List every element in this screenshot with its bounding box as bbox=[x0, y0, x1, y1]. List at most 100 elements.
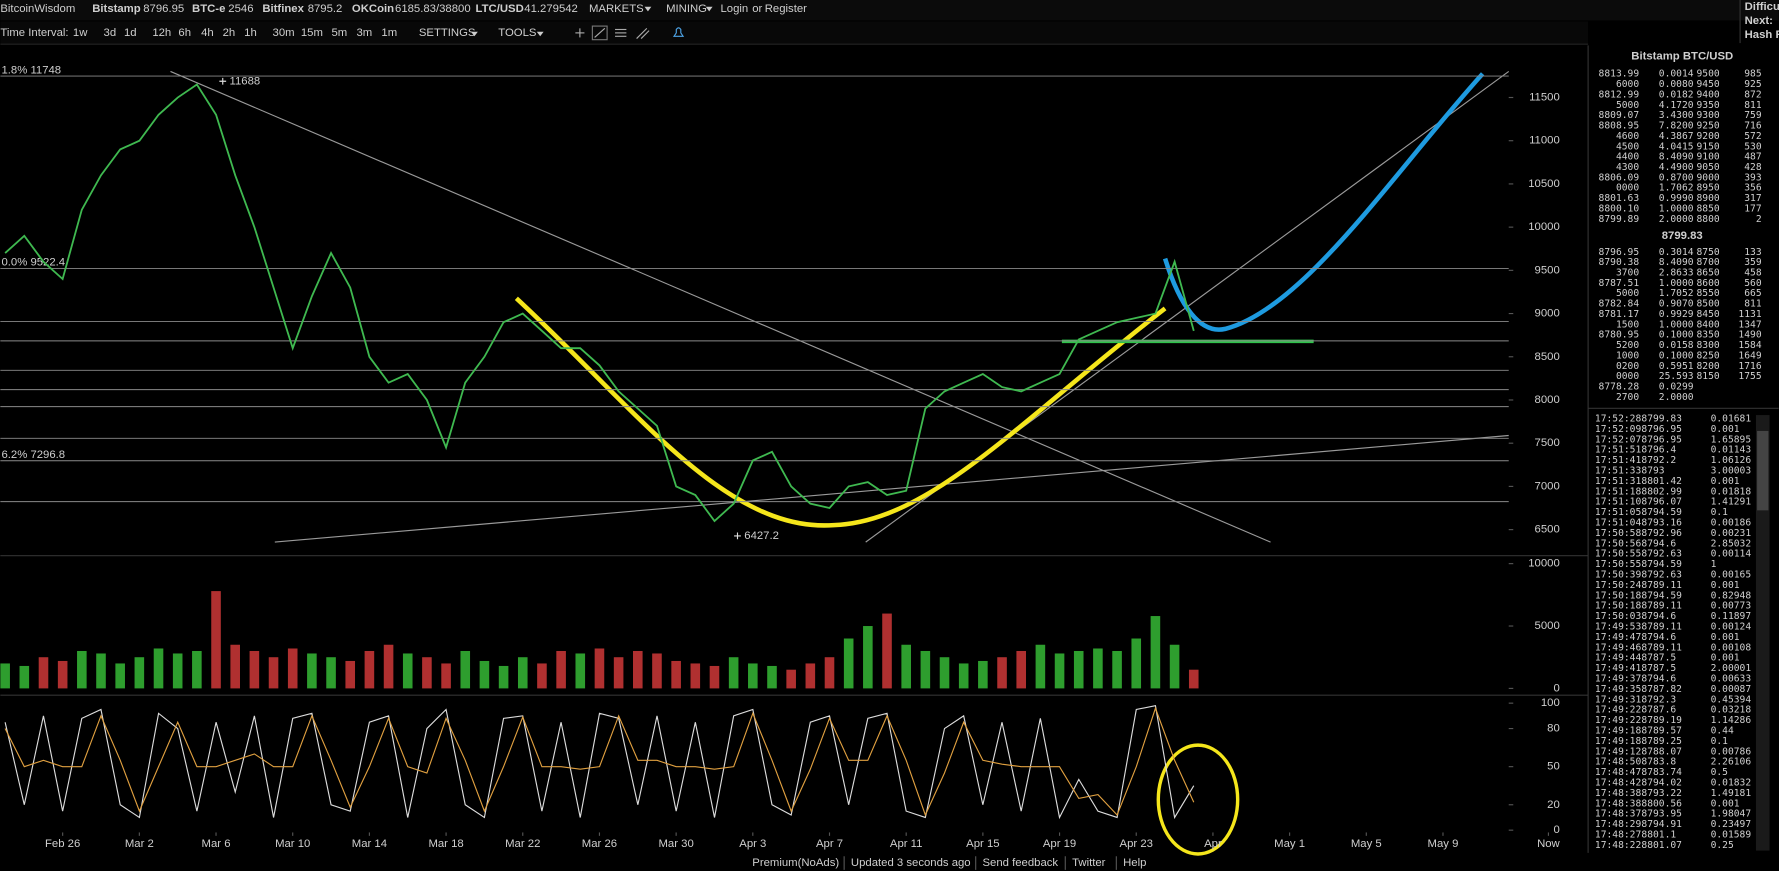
orderbook-cell: 1.7062 bbox=[1659, 183, 1694, 194]
footer-link[interactable]: Premium(NoAds) bbox=[752, 857, 839, 869]
orderbook-cell: 4.1720 bbox=[1659, 100, 1694, 111]
exchange-price: 6185.83/38800 bbox=[395, 3, 471, 15]
interval[interactable]: 3d bbox=[104, 27, 117, 39]
volume-bar bbox=[402, 653, 413, 689]
orderbook-cell: 8801.63 bbox=[1599, 193, 1640, 204]
settings-menu[interactable]: SETTINGS bbox=[419, 27, 476, 39]
exchange-name[interactable]: Bitfinex bbox=[262, 3, 304, 15]
scrollbar-thumb[interactable] bbox=[1757, 430, 1769, 511]
trade-price: 8793.95 bbox=[1641, 809, 1682, 820]
x-tick-label: Apr 15 bbox=[966, 838, 999, 850]
register-link[interactable]: Register bbox=[765, 3, 807, 15]
trade-time: 17:51:31 bbox=[1595, 476, 1642, 487]
orderbook-cell: 2700 bbox=[1616, 392, 1639, 403]
menu[interactable]: MARKETS bbox=[589, 3, 644, 15]
footer-link[interactable]: Send feedback bbox=[982, 857, 1058, 869]
volume-bar bbox=[1035, 644, 1046, 689]
orderbook-cell: 2.8633 bbox=[1659, 268, 1694, 279]
orderbook-cell: 0.9929 bbox=[1659, 309, 1694, 320]
tool-icons[interactable] bbox=[575, 25, 685, 41]
trade-price: 8794.59 bbox=[1641, 590, 1682, 601]
trade-price: 8789.11 bbox=[1641, 621, 1682, 632]
orderbook-cell: 0.0014 bbox=[1659, 69, 1694, 80]
orderbook-cell: 8400 bbox=[1696, 319, 1719, 330]
orderbook-cell: 9250 bbox=[1696, 121, 1719, 132]
interval[interactable]: 30m bbox=[273, 27, 295, 39]
footer-link[interactable]: Twitter bbox=[1072, 857, 1106, 869]
trade-price: 8794.59 bbox=[1641, 507, 1682, 518]
orderbook-cell: 8796.95 bbox=[1599, 247, 1640, 258]
trade-amount: 1.14286 bbox=[1711, 715, 1752, 726]
level-label: 1.8% 11748 bbox=[1, 64, 61, 76]
annotation-label: 11688 bbox=[230, 75, 261, 87]
tools-menu[interactable]: TOOLS bbox=[498, 27, 537, 39]
volume-bar bbox=[211, 591, 221, 689]
interval[interactable]: 2h bbox=[223, 27, 236, 39]
volume-bar bbox=[633, 650, 643, 689]
trade-time: 17:49:53 bbox=[1595, 621, 1642, 632]
trade-amount: 0.001 bbox=[1711, 632, 1740, 643]
orderbook-cell: 0200 bbox=[1616, 361, 1639, 372]
orderbook-cell: 9000 bbox=[1696, 172, 1719, 183]
interval[interactable]: 15m bbox=[301, 27, 323, 39]
volume-bar bbox=[709, 665, 720, 689]
right-info: Difficu bbox=[1745, 1, 1779, 13]
scrollbar[interactable] bbox=[1755, 415, 1770, 851]
trade-price: 8792.63 bbox=[1641, 549, 1682, 560]
brand[interactable]: BitcoinWisdom bbox=[0, 3, 75, 15]
orderbook-cell: 8350 bbox=[1696, 330, 1719, 341]
menu[interactable]: MINING bbox=[666, 3, 707, 15]
trade-amount: 0.01143 bbox=[1711, 445, 1752, 456]
orderbook-cell: 3700 bbox=[1616, 268, 1639, 279]
volume-bar bbox=[57, 660, 68, 689]
interval[interactable]: 12h bbox=[152, 27, 171, 39]
interval[interactable]: 1d bbox=[124, 27, 137, 39]
volume-bar bbox=[96, 653, 106, 689]
login-link[interactable]: Login bbox=[721, 3, 749, 15]
y-tick-label: 0 bbox=[1553, 682, 1559, 694]
orderbook-cell: 4400 bbox=[1616, 152, 1639, 163]
interval[interactable]: 6h bbox=[178, 27, 191, 39]
orderbook-cell: 356 bbox=[1744, 183, 1762, 194]
interval[interactable]: 1h bbox=[244, 27, 257, 39]
exchange-name[interactable]: OKCoin bbox=[352, 3, 394, 15]
orderbook-cell: 2.0000 bbox=[1659, 214, 1694, 225]
orderbook-cell: 8650 bbox=[1696, 268, 1719, 279]
footer-link[interactable]: Help bbox=[1123, 857, 1146, 869]
y-tick-label: 9000 bbox=[1535, 308, 1560, 320]
trade-amount: 0.45394 bbox=[1711, 694, 1752, 705]
orderbook-cell: 3.4300 bbox=[1659, 110, 1694, 121]
volume-bar bbox=[843, 638, 854, 689]
exchange-name[interactable]: LTC/USD bbox=[476, 3, 524, 15]
data-line bbox=[4, 83, 1195, 523]
trade-time: 17:49:12 bbox=[1595, 746, 1641, 757]
interval[interactable]: 4h bbox=[201, 27, 214, 39]
orderbook-cell: 925 bbox=[1744, 79, 1762, 90]
interval[interactable]: 1w bbox=[73, 27, 88, 39]
y-tick-label: 11500 bbox=[1529, 91, 1560, 103]
trade-price: 8787.5 bbox=[1641, 663, 1676, 674]
interval[interactable]: 5m bbox=[332, 27, 348, 39]
trade-amount: 0.03218 bbox=[1711, 705, 1752, 716]
orderbook-cell: 9300 bbox=[1696, 110, 1719, 121]
orderbook-cell: 9100 bbox=[1696, 152, 1719, 163]
orderbook-cell: 8850 bbox=[1696, 203, 1719, 214]
trade-price: 8794.59 bbox=[1641, 559, 1682, 570]
orderbook-cell: 8799.89 bbox=[1599, 214, 1640, 225]
trade-amount: 0.001 bbox=[1711, 476, 1740, 487]
x-tick-label: Mar 6 bbox=[202, 838, 231, 850]
exchange-name[interactable]: BTC-e bbox=[192, 3, 225, 15]
interval[interactable]: 3m bbox=[356, 27, 372, 39]
trade-amount: 1.65895 bbox=[1711, 434, 1752, 445]
orderbook-cell: 2 bbox=[1756, 214, 1762, 225]
trade-price: 8796.07 bbox=[1641, 497, 1682, 508]
exchange-name[interactable]: Bitstamp bbox=[92, 3, 141, 15]
trade-price: 8794.6 bbox=[1641, 538, 1676, 549]
volume-bar bbox=[978, 660, 988, 689]
trade-time: 17:51:05 bbox=[1595, 507, 1642, 518]
volume-bar bbox=[1188, 669, 1199, 689]
interval[interactable]: 1m bbox=[381, 27, 397, 39]
orderbook-cell: 0000 bbox=[1616, 183, 1639, 194]
volume-bar bbox=[901, 644, 911, 689]
trade-price: 8783.74 bbox=[1641, 767, 1682, 778]
